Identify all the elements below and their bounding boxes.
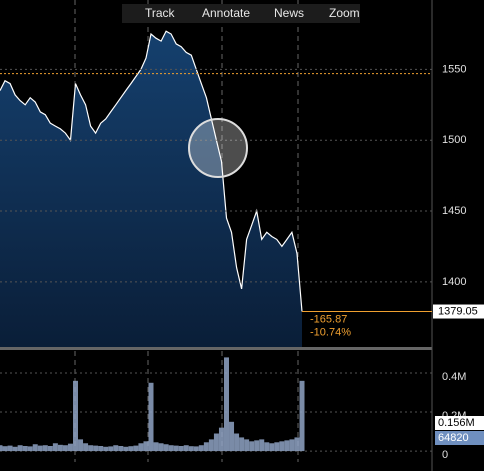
annotation-circle [188,118,248,178]
volume-bar [274,442,280,452]
volume-bar [239,437,245,452]
volume-bar [264,442,270,452]
volume-bar [42,445,48,452]
volume-bar [57,444,63,452]
volume-bar [17,445,23,452]
volume-bar [203,442,209,452]
volume-bar [12,446,18,452]
volume-bar [32,444,38,452]
volume-bar [289,439,295,452]
avg-volume-box [435,416,484,430]
volume-bar [62,445,68,452]
volume-bar [213,433,219,452]
volume-bar [148,382,154,452]
volume-bar [7,445,13,452]
volume-bar [22,446,28,452]
volume-bar [188,446,194,452]
y-tick-label: 0.4M [442,371,466,383]
y-tick-label: 1450 [442,205,466,217]
volume-bar [259,439,265,452]
volume-bar [118,446,124,452]
volume-bar [234,433,240,452]
volume-bar [178,446,184,452]
avg-volume-label: 0.156M [438,417,475,429]
volume-bar [193,446,199,452]
volume-bar [294,437,300,452]
volume-bar [143,441,149,452]
volume-bar [138,443,144,452]
volume-bar [198,445,204,452]
volume-bar [47,446,53,452]
toolbar-bg [122,4,360,23]
last-price-box [433,304,484,319]
last-volume-label: 64820 [438,432,469,444]
y-tick-label: 1500 [442,134,466,146]
volume-bar [299,380,305,452]
volume-bar [123,446,129,452]
volume-bar [284,440,290,452]
volume-bar [73,380,78,452]
volume-bar [249,441,255,452]
volume-bar [108,446,114,452]
volume-bar [98,446,104,452]
last-volume-box [435,431,484,445]
volume-bar [168,445,174,452]
volume-bar [254,440,260,452]
volume-bar [208,439,214,452]
panel-divider [0,347,432,350]
volume-bar [37,445,43,452]
y-tick-label: 1550 [442,63,466,75]
toolbar-button[interactable]: News [274,6,304,20]
volume-bar [279,441,285,452]
volume-bar [103,446,109,452]
toolbar-button[interactable]: Zoom [329,6,360,20]
volume-bar [133,445,139,452]
volume-bar [2,446,8,452]
volume-bar [218,427,224,452]
change-label: -165.87 [310,313,347,325]
volume-bar [0,445,3,452]
y-tick-label: 1400 [442,276,466,288]
volume-bar [224,357,229,452]
volume-bar [183,445,189,452]
volume-bar [83,443,89,452]
volume-bar [229,421,235,452]
last-price-label: 1379.05 [438,305,478,317]
volume-bar [158,443,164,452]
toolbar: Track Annotate News Zoom [122,4,360,23]
volume-bar [88,445,94,452]
volume-bar [52,443,58,452]
price-line [0,30,303,312]
y-tick-label: 0 [442,449,448,461]
change-pct-label: -10.74% [310,326,351,338]
volume-bar [93,445,99,452]
volume-bar [269,443,275,452]
price-area [0,31,302,347]
volume-bar [113,445,119,452]
volume-bar [244,439,250,452]
volume-bar [78,439,84,452]
volume-bar [153,442,159,452]
volume-bar [27,446,33,452]
volume-bar [128,446,134,452]
volume-bar [163,444,169,452]
volume-bar [173,445,179,452]
volume-bar [67,443,73,452]
toolbar-button[interactable]: Annotate [202,6,250,20]
toolbar-button[interactable]: Track [145,6,176,20]
